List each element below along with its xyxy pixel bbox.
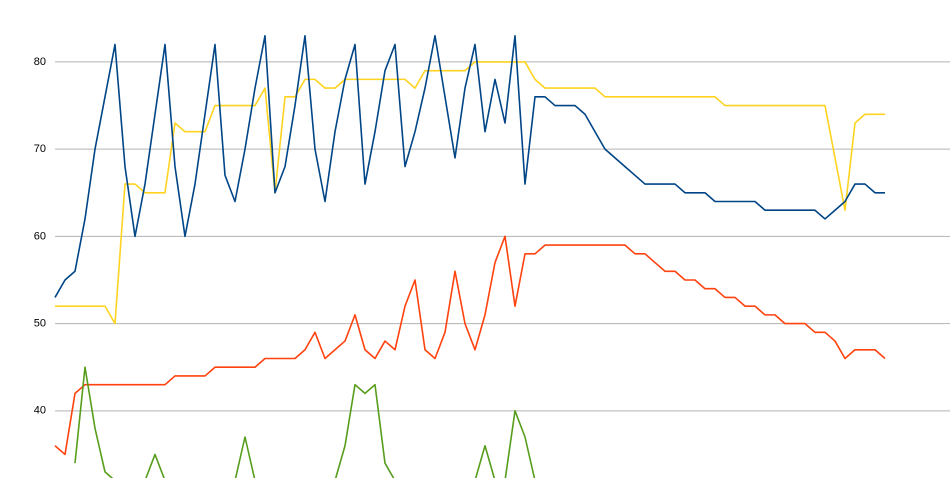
grid: 40 50 60 70 80 [34,56,950,417]
y-tick-label: 40 [34,405,46,417]
series-line [54,235,886,456]
series-line [74,366,536,478]
y-tick-label: 50 [34,318,46,330]
series-line [54,34,885,298]
plot [54,34,886,478]
y-tick-label: 70 [34,143,46,155]
y-tick-label: 60 [34,230,46,242]
y-tick-label: 80 [34,56,46,68]
